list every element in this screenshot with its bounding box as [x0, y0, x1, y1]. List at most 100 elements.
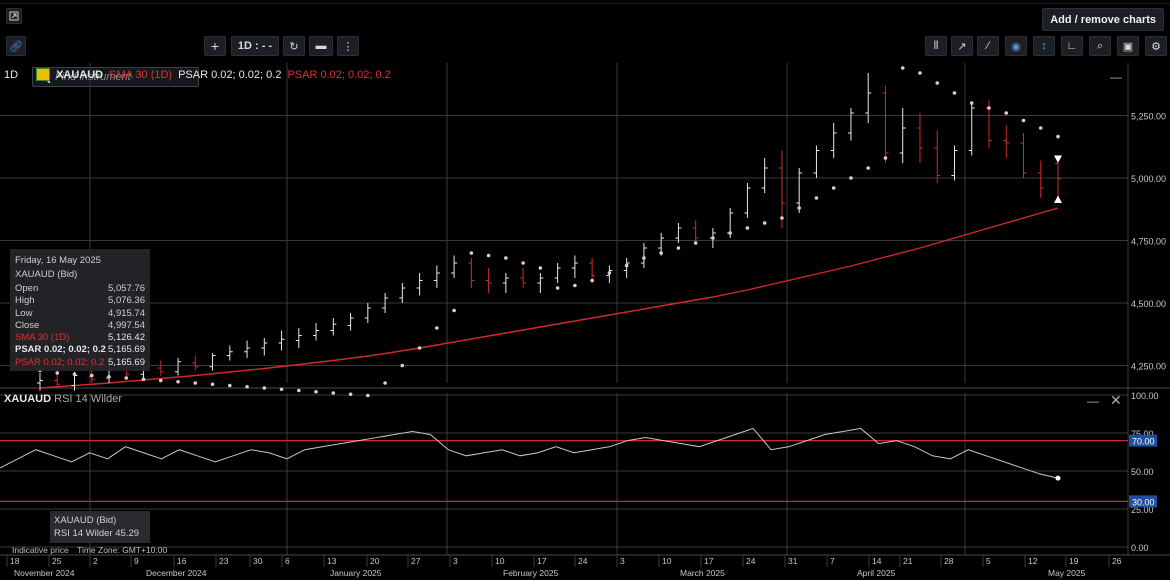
y-tick-label: 4,500.00: [1131, 299, 1166, 309]
eye-icon[interactable]: ◉: [1005, 36, 1027, 56]
link-icon[interactable]: 🔗︎: [6, 36, 26, 56]
expand-icon[interactable]: [6, 8, 22, 24]
psar-dot: [210, 382, 215, 387]
tooltip-value: 4,915.74: [108, 307, 145, 319]
x-tick-label: 23: [219, 556, 229, 566]
psar-dot: [107, 374, 111, 379]
tooltip-label: Open: [15, 283, 39, 294]
interval-selector[interactable]: 1D : - -: [231, 36, 279, 56]
indicative-price-label: Indicative price: [12, 545, 69, 555]
psar-dot: [866, 166, 871, 170]
tooltip-value: 5,076.36: [108, 295, 145, 307]
y-tick-label: 5,250.00: [1131, 112, 1166, 122]
y-tick-label: 4,750.00: [1131, 237, 1166, 247]
psar-dot: [1004, 111, 1009, 115]
x-tick-label: 16: [177, 556, 187, 566]
price-tooltip: Friday, 16 May 2025 XAUAUD (Bid) Open 5,0…: [10, 249, 150, 371]
sma-line: [39, 207, 1059, 389]
footer: Indicative price Time Zone: GMT+10:00: [12, 545, 167, 555]
psar-dot: [452, 308, 456, 313]
rsi-minimize-icon[interactable]: —: [1087, 394, 1099, 408]
minimize-icon[interactable]: —: [1110, 70, 1122, 84]
tooltip-value: 5,165.69: [108, 356, 145, 368]
psar-dot: [590, 278, 594, 283]
gear-icon[interactable]: ⚙: [1145, 36, 1167, 56]
x-tick-label: 18: [10, 556, 20, 566]
psar-dot: [849, 176, 853, 180]
legend-symbol[interactable]: XAUAUD: [56, 68, 104, 81]
x-tick-label: 9: [134, 556, 139, 566]
x-tick-label: 30: [253, 556, 263, 566]
grid-lines: [0, 63, 1170, 555]
psar-dot: [89, 373, 94, 378]
search-input[interactable]: Find instrument: [32, 67, 199, 87]
rsi-series: [0, 427, 1061, 481]
rsi-close-icon[interactable]: ✕: [1110, 392, 1122, 408]
psar-dot: [659, 251, 663, 255]
psar-dot: [900, 66, 905, 70]
tooltip-value: 5,057.76: [108, 283, 145, 294]
rsi-y-tick-label: 75.00: [1131, 429, 1154, 439]
add-remove-charts-button[interactable]: Add / remove charts: [1042, 8, 1164, 31]
month-label: May 2025: [1048, 568, 1086, 578]
chart-type-icon[interactable]: ▬: [309, 36, 333, 56]
psar-dot: [711, 236, 715, 240]
rsi-title-indicator[interactable]: RSI 14 Wilder: [54, 393, 122, 405]
legend-psar[interactable]: PSAR 0.02; 0.02; 0.2: [178, 68, 282, 81]
x-tick-label: 24: [746, 556, 756, 566]
psar-dot: [348, 392, 353, 397]
psar-dot: [176, 379, 180, 384]
psar-dot: [486, 253, 491, 258]
draw-line-icon[interactable]: ∕: [977, 36, 999, 56]
psar-dot: [400, 363, 405, 368]
psar-dot: [762, 221, 767, 225]
bars-icon[interactable]: ⫴: [925, 36, 947, 56]
crosshair-icon[interactable]: ↕: [1033, 36, 1055, 56]
psar-dot: [72, 372, 77, 377]
x-tick-label: 2: [93, 556, 98, 566]
rsi-last-point: [1055, 475, 1061, 481]
rsi-panel-title: XAUAUD RSI 14 Wilder: [4, 393, 122, 405]
legend-sma[interactable]: SMA 30 (1D): [109, 68, 173, 81]
psar-dot: [573, 283, 577, 288]
rsi-y-tick-label: 25.00: [1131, 505, 1154, 515]
refresh-icon[interactable]: ↻: [283, 36, 305, 56]
x-tick-label: 5: [986, 556, 991, 566]
psar-dot: [745, 226, 750, 230]
month-label: January 2025: [330, 568, 382, 578]
tooltip-label: High: [15, 295, 35, 307]
x-tick-label: 10: [662, 556, 672, 566]
tooltip-value: 5,126.42: [108, 332, 145, 344]
psar-dot: [797, 206, 801, 210]
indicator-icon[interactable]: ↗: [951, 36, 973, 56]
tooltip-date: Friday, 16 May 2025: [15, 255, 101, 266]
camera-icon[interactable]: ▣: [1117, 36, 1139, 56]
psar-dot: [262, 386, 267, 390]
x-tick-label: 20: [370, 556, 380, 566]
tooltip-label: SMA 30 (1D): [15, 332, 70, 344]
month-label: March 2025: [680, 568, 725, 578]
psar-dot: [158, 378, 163, 383]
psar-dot: [676, 246, 681, 250]
psar-up-marker: [1054, 195, 1062, 203]
x-tick-label: 27: [411, 556, 421, 566]
psar-dot: [883, 156, 888, 160]
x-tick-label: 12: [1028, 556, 1038, 566]
legend-psar-2[interactable]: PSAR 0.02; 0.02; 0.2: [287, 68, 391, 81]
chart-toolbar: 🔗︎ Find instrument + 1D : - - ↻ ▬ ⋮ ⫴ ↗ …: [0, 32, 1170, 87]
tooltip-label: PSAR 0.02; 0.02; 0.2: [15, 344, 106, 356]
psar-dot: [55, 371, 60, 375]
psar-dot: [538, 266, 543, 270]
psar-down-marker: [1054, 155, 1062, 163]
legend-interval[interactable]: 1D: [4, 68, 19, 81]
more-vert-icon[interactable]: ⋮: [337, 36, 359, 56]
scale-icon[interactable]: ∟: [1061, 36, 1083, 56]
psar-dot: [331, 391, 336, 395]
zoom-icon[interactable]: ⌕: [1089, 36, 1111, 56]
rsi-y-tick-label: 0.00: [1131, 543, 1149, 553]
rsi-title-symbol[interactable]: XAUAUD: [4, 393, 52, 405]
psar-dot: [1021, 118, 1026, 123]
add-instrument-button[interactable]: +: [204, 36, 226, 56]
x-tick-label: 19: [1069, 556, 1079, 566]
